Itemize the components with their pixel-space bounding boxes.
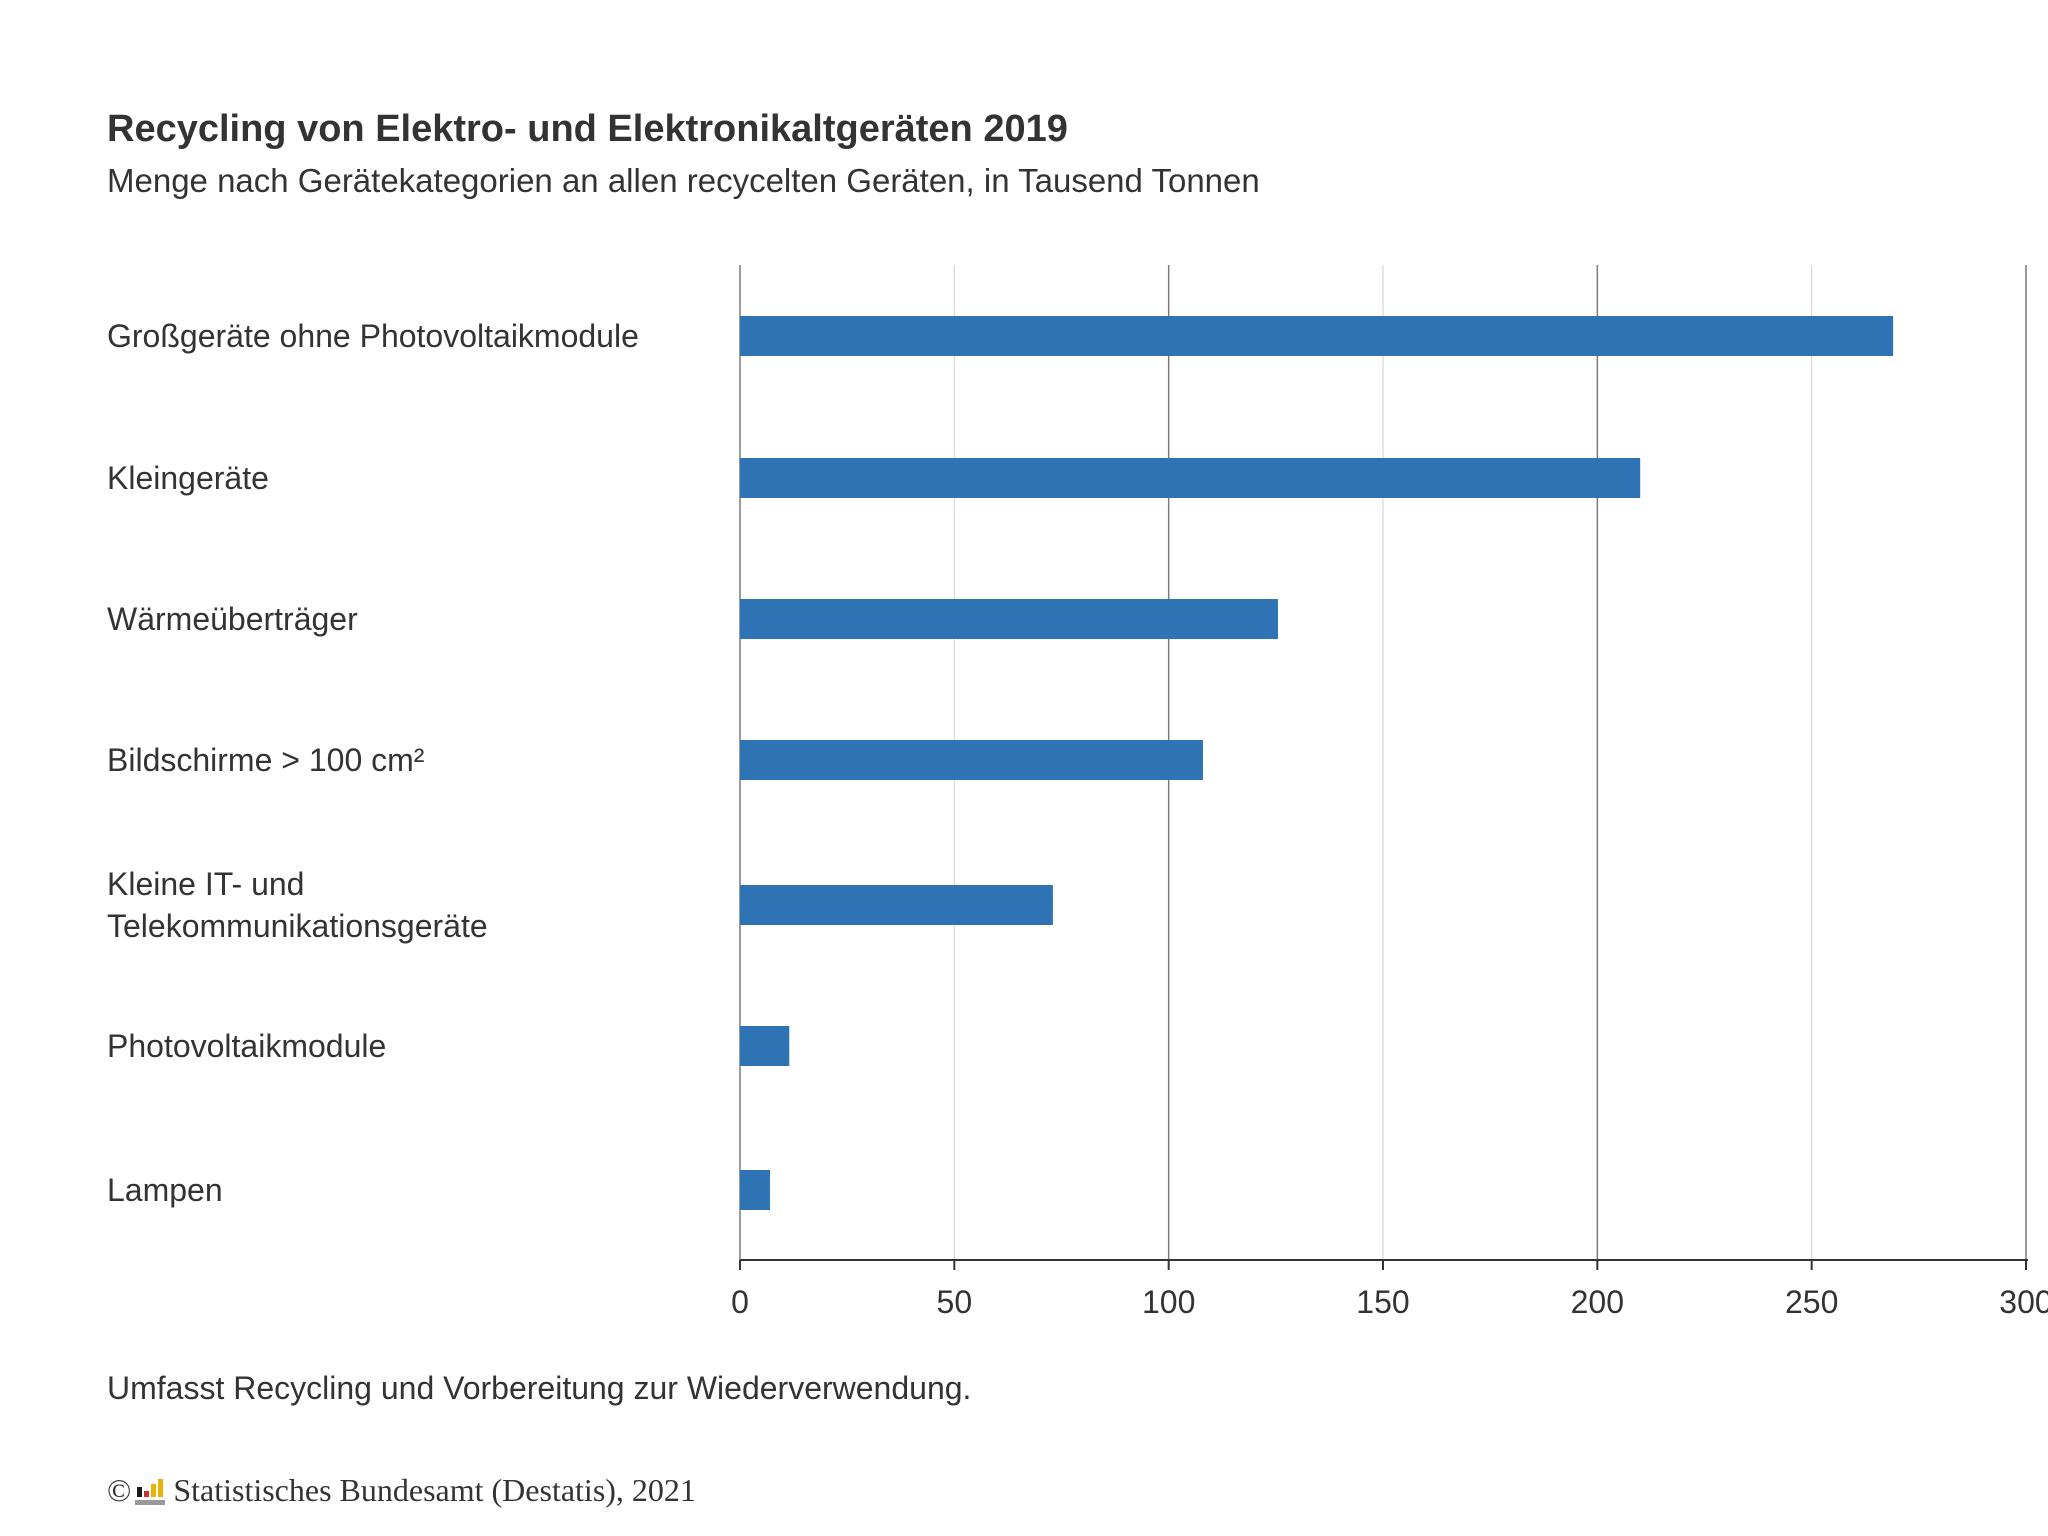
category-label: Wärmeüberträger [107,601,358,637]
category-label: Großgeräte ohne Photovoltaikmodule [107,318,639,354]
destatis-logo-icon [135,1477,166,1505]
x-tick-label: 50 [937,1284,973,1320]
chart-footnote: Umfasst Recycling und Vorbereitung zur W… [107,1370,972,1406]
category-label: Telekommunikationsgeräte [107,908,488,944]
source-credit: © Statistisches Bundesamt (Destatis), 20… [107,1472,696,1509]
x-tick-label: 300 [1999,1284,2048,1320]
bar [740,458,1641,498]
category-label: Lampen [107,1172,223,1208]
x-tick-label: 150 [1356,1284,1409,1320]
bar [740,885,1053,925]
source-text: Statistisches Bundesamt (Destatis), 2021 [173,1472,696,1508]
chart-subtitle: Menge nach Gerätekategorien an allen rec… [107,162,1260,199]
x-tick-label: 200 [1571,1284,1624,1320]
bar [740,316,1894,356]
x-tick-label: 0 [731,1284,749,1320]
bar [740,599,1278,639]
chart-title: Recycling von Elektro- und Elektronikalt… [107,108,1068,150]
bar [740,1026,790,1066]
category-label: Bildschirme > 100 cm² [107,742,425,778]
bar [740,1170,771,1210]
bar [740,740,1203,780]
category-label: Kleine IT- und [107,866,304,902]
category-label: Kleingeräte [107,460,269,496]
x-tick-label: 100 [1142,1284,1195,1320]
category-label: Photovoltaikmodule [107,1028,386,1064]
x-tick-label: 250 [1785,1284,1838,1320]
copyright-symbol: © [107,1472,132,1508]
